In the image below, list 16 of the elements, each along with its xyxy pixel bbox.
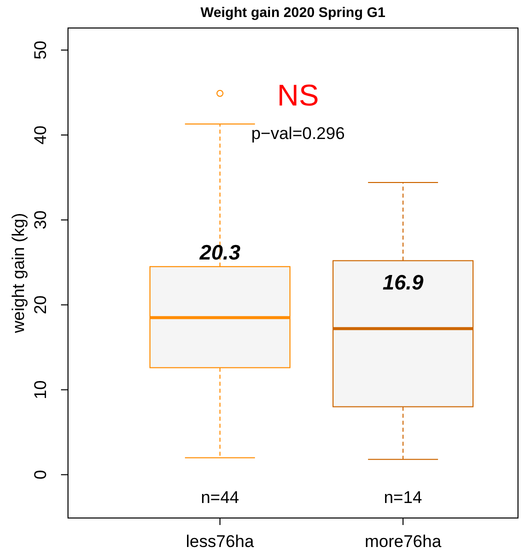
y-axis-title: weight gain (kg) (9, 212, 28, 334)
annotation: p−val=0.296 (251, 124, 345, 143)
y-tick-label: 10 (31, 380, 50, 400)
annotation: n=44 (200, 488, 240, 507)
x-tick-label: less76ha (186, 532, 255, 551)
y-tick-label: 40 (31, 126, 50, 144)
x-tick-label: more76ha (364, 532, 442, 551)
y-tick-label: 50 (31, 40, 50, 60)
y-tick-label: 0 (31, 470, 50, 480)
chart-title: Weight gain 2020 Spring G1 (200, 4, 386, 20)
y-tick-label: 20 (31, 295, 50, 314)
annotation: n=14 (384, 488, 422, 507)
annotation: NS (277, 80, 319, 112)
annotation: 20.3 (198, 241, 241, 264)
annotation: 16.9 (382, 271, 424, 294)
y-tick-label: 30 (31, 210, 50, 230)
